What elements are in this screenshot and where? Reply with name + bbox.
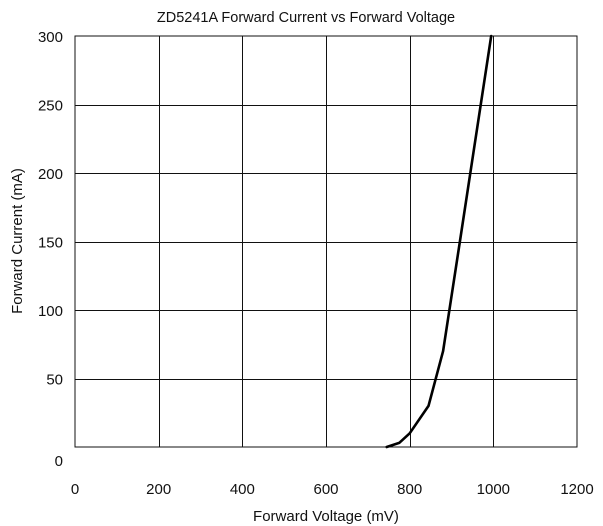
plot-frame (74, 35, 578, 448)
y-tick-label-250: 250 (38, 98, 63, 115)
data-series (385, 34, 493, 449)
y-tick-label-0: 0 (55, 453, 63, 470)
x-tick-label-600: 600 (313, 481, 338, 498)
x-tick-label-400: 400 (230, 481, 255, 498)
y-tick-label-50: 50 (46, 372, 63, 389)
y-tick-label-100: 100 (38, 303, 63, 320)
x-tick-label-200: 200 (146, 481, 171, 498)
y-axis-label: Forward Current (mA) (9, 168, 26, 314)
x-tick-label-1200: 1200 (560, 481, 593, 498)
x-axis-label: Forward Voltage (mV) (253, 508, 399, 525)
x-tick-label-800: 800 (397, 481, 422, 498)
y-tick-label-300: 300 (38, 29, 63, 46)
x-tick-label-0: 0 (71, 481, 79, 498)
y-tick-label-200: 200 (38, 166, 63, 183)
chart-title: ZD5241A Forward Current vs Forward Volta… (157, 10, 455, 26)
x-tick-label-1000: 1000 (477, 481, 510, 498)
y-tick-label-150: 150 (38, 235, 63, 252)
grid-lines (75, 36, 577, 447)
series-line-0 (385, 34, 493, 449)
x-axis-ticks: 0 200 400 600 800 1000 1200 (71, 481, 594, 498)
y-axis-ticks: 0 50 100 150 200 250 300 (38, 29, 63, 470)
